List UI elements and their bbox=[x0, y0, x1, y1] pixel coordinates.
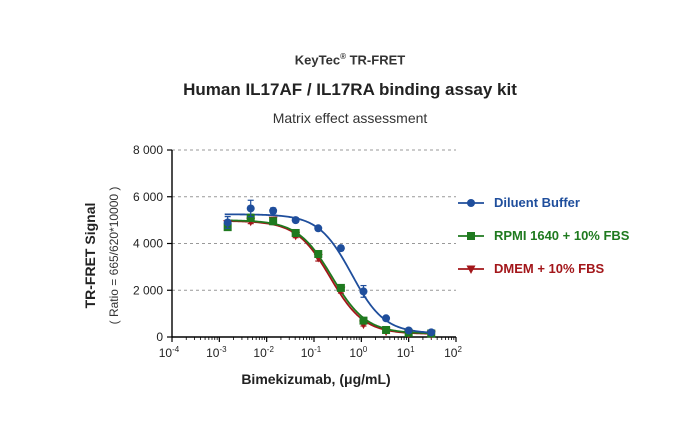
data-point bbox=[404, 326, 413, 335]
legend-marker bbox=[467, 231, 475, 240]
data-point bbox=[336, 244, 345, 253]
x-tick-label: 10-3 bbox=[206, 345, 227, 360]
data-point bbox=[314, 224, 323, 233]
x-axis-title: Bimekizumab, (μg/mL) bbox=[241, 371, 390, 387]
chart-brand: KeyTec® TR-FRET bbox=[0, 52, 700, 67]
legend-label: Diluent Buffer bbox=[494, 195, 580, 210]
data-point bbox=[427, 328, 436, 337]
x-tick-label: 10-2 bbox=[253, 345, 274, 360]
data-point bbox=[246, 213, 255, 222]
data-point bbox=[291, 216, 300, 225]
y-tick-label: 0 bbox=[156, 330, 163, 344]
data-point bbox=[314, 250, 323, 259]
data-point bbox=[223, 218, 232, 227]
chart-legend: Diluent Buffer RPMI 1640 + 10% FBS DMEM + … bbox=[456, 186, 629, 285]
brand-name: KeyTec bbox=[294, 52, 341, 68]
data-point bbox=[269, 206, 278, 215]
legend-symbol bbox=[456, 229, 486, 243]
brand-registered-mark: ® bbox=[340, 52, 346, 61]
legend-label: DMEM + 10% FBS bbox=[494, 261, 605, 276]
x-tick-label: 10-4 bbox=[159, 345, 180, 360]
legend-marker bbox=[466, 265, 476, 274]
chart-title: Human IL17AF / IL17RA binding assay kit bbox=[183, 80, 517, 99]
data-point bbox=[336, 283, 345, 292]
legend-item: RPMI 1640 + 10% FBS bbox=[456, 219, 629, 252]
y-tick-label: 2 000 bbox=[133, 283, 163, 297]
chart-subtitle: Matrix effect assessment bbox=[272, 110, 428, 126]
y-tick-label: 4 000 bbox=[133, 237, 163, 251]
data-point bbox=[359, 287, 368, 296]
fit-curve-1 bbox=[224, 219, 434, 335]
data-point bbox=[382, 314, 391, 323]
legend-item: DMEM + 10% FBS bbox=[456, 252, 629, 285]
x-tick-label: 100 bbox=[349, 345, 367, 360]
data-point bbox=[359, 316, 368, 325]
data-point bbox=[291, 228, 300, 237]
x-tick-label: 102 bbox=[444, 345, 462, 360]
y-tick-label: 8 000 bbox=[133, 143, 163, 157]
data-point bbox=[246, 204, 255, 213]
x-tick-label: 101 bbox=[397, 345, 415, 360]
brand-suffix: TR-FRET bbox=[345, 52, 406, 68]
y-axis-subtitle: ( Ratio = 665/620*10000 ) bbox=[107, 187, 121, 325]
y-tick-label: 6 000 bbox=[133, 190, 163, 204]
y-axis-title: TR-FRET Signal bbox=[82, 203, 98, 309]
legend-item: Diluent Buffer bbox=[456, 186, 629, 219]
legend-symbol bbox=[456, 196, 486, 210]
legend-symbol bbox=[456, 262, 486, 276]
legend-marker bbox=[467, 198, 475, 207]
legend-label: RPMI 1640 + 10% FBS bbox=[494, 228, 630, 243]
fit-curve-0 bbox=[224, 213, 434, 334]
data-point bbox=[269, 217, 278, 226]
x-tick-label: 10-1 bbox=[301, 345, 322, 360]
data-point bbox=[382, 325, 391, 334]
